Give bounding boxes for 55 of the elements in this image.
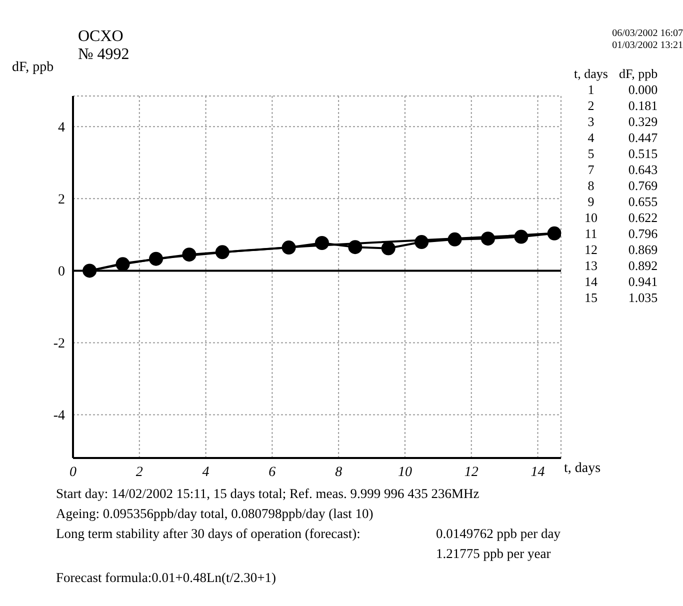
x-tick-label: 8 [335, 464, 342, 480]
text: 01/03/2002 13:21 [612, 40, 683, 52]
x-tick-label: 0 [70, 464, 76, 480]
text: 1.035 [627, 290, 659, 306]
text: 4 [586, 130, 596, 146]
text: Forecast formula:0.01+0.48Ln(t/2.30+1) [56, 569, 277, 587]
text: 0.329 [627, 114, 659, 130]
text: dF, ppb [618, 66, 659, 82]
text: 10 [583, 210, 598, 226]
text: 0.769 [627, 178, 659, 194]
text: 11 [584, 226, 598, 242]
chart-title: OCXO [78, 28, 124, 46]
text: 0.892 [627, 258, 659, 274]
text: 2 [586, 98, 596, 114]
text: 8 [586, 178, 596, 194]
text: 5 [586, 146, 596, 162]
text: t, days [573, 66, 609, 82]
text: 0.447 [627, 130, 659, 146]
x-tick-label: 14 [530, 464, 545, 480]
text: 13 [583, 258, 598, 274]
text: 0.622 [627, 210, 659, 226]
y-axis-title: dF, ppb [12, 60, 54, 76]
x-tick-label: 10 [398, 464, 412, 480]
y-tick-label: 0 [58, 264, 65, 280]
text: Long term stability after 30 days of operation (forecast): [56, 525, 362, 543]
text: Ageing: 0.095356ppb/day total, 0.080798ppb/day (last 10) [56, 505, 374, 523]
text: 0.869 [627, 242, 659, 258]
x-tick-label: 12 [464, 464, 478, 480]
text: 15 [583, 290, 598, 306]
text: 3 [586, 114, 596, 130]
y-tick-label: 4 [58, 120, 65, 136]
text: 0.796 [627, 226, 659, 242]
x-tick-label: 4 [202, 464, 210, 480]
x-axis-title: t, days [564, 461, 601, 477]
text: 1 [586, 82, 596, 98]
text: 0.643 [627, 162, 659, 178]
text: 7 [586, 162, 596, 178]
text: 12 [583, 242, 598, 258]
text: 9 [586, 194, 596, 210]
chart-subtitle: № 4992 [78, 46, 130, 64]
text: 0.0149762 ppb per day [436, 525, 560, 543]
x-tick-label: 2 [136, 464, 143, 480]
text: Start day: 14/02/2002 15:11, 15 days total; Ref. meas. 9.999 996 435 236MHz [56, 485, 480, 503]
x-tick-label: 6 [268, 464, 276, 480]
y-tick-label: -4 [53, 408, 65, 424]
text: 0.941 [627, 274, 659, 290]
text: 0.655 [627, 194, 659, 210]
text: 14 [583, 274, 598, 290]
text: 1.21775 ppb per year [435, 545, 552, 563]
y-tick-label: 2 [58, 192, 65, 208]
text: 06/03/2002 16:07 [612, 28, 683, 40]
y-tick-label: -2 [53, 336, 65, 352]
text: 0.515 [627, 146, 659, 162]
text: 0.181 [627, 98, 659, 114]
text: 0.000 [627, 82, 659, 98]
